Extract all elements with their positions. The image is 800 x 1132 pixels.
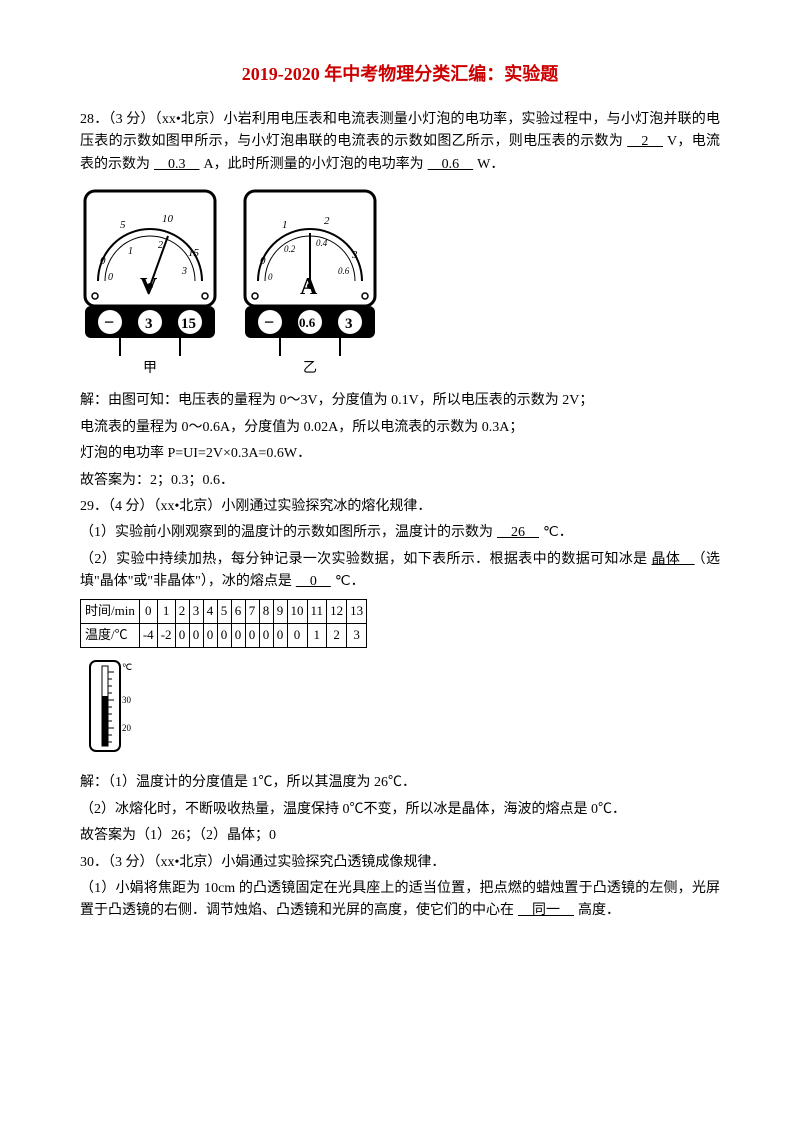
q28-solution-3: 灯泡的电功率 P=UI=2V×0.3A=0.6W． bbox=[80, 443, 720, 465]
svg-text:2: 2 bbox=[324, 215, 330, 227]
q29-p2-ans1: 晶体 bbox=[648, 552, 699, 567]
svg-text:0.6: 0.6 bbox=[299, 315, 316, 330]
q29-header: 29．（4 分）（xx•北京）小刚通过实验探究冰的熔化规律． bbox=[80, 496, 720, 518]
svg-text:0.2: 0.2 bbox=[284, 244, 296, 254]
voltmeter-label: 甲 bbox=[143, 358, 157, 380]
voltmeter-svg: 0 5 10 15 0 1 2 3 V − 3 1 bbox=[80, 186, 220, 356]
svg-text:−: − bbox=[264, 312, 274, 332]
q29-p2-ans2: 0 bbox=[292, 574, 335, 589]
svg-text:15: 15 bbox=[181, 316, 196, 332]
q29-solution-1: 解：（1）温度计的分度值是 1℃，所以其温度为 26℃． bbox=[80, 772, 720, 794]
q30-p1-pre: （1）小娟将焦距为 10cm 的凸透镜固定在光具座上的适当位置，把点燃的蜡烛置于… bbox=[80, 881, 720, 918]
svg-text:0: 0 bbox=[100, 255, 106, 267]
table-row-label: 时间/min bbox=[81, 600, 140, 624]
q28-ans1: 2 bbox=[623, 134, 667, 149]
svg-text:−: − bbox=[104, 312, 114, 332]
meters-figure: 0 5 10 15 0 1 2 3 V − 3 1 bbox=[80, 186, 720, 380]
q29-part1: （1）实验前小刚观察到的温度计的示数如图所示，温度计的示数为 26 ℃． bbox=[80, 522, 720, 544]
q29-p1-ans: 26 bbox=[493, 525, 543, 540]
q28-text: 28．（3 分）（xx•北京）小岩利用电压表和电流表测量小灯泡的电功率，实验过程… bbox=[80, 109, 720, 176]
q28-ans2: 0.3 bbox=[150, 157, 204, 172]
thermometer-svg: ℃ 30 20 bbox=[80, 656, 140, 756]
q30-p1-ans: 同一 bbox=[514, 903, 578, 918]
q29-solution-2: （2）冰熔化时，不断吸收热量，温度保持 0℃不变，所以冰是晶体，海波的熔点是 0… bbox=[80, 799, 720, 821]
q29-table: 时间/min 0 1 2 3 4 5 6 7 8 9 10 11 12 13 温… bbox=[80, 599, 367, 648]
q30-part1: （1）小娟将焦距为 10cm 的凸透镜固定在光具座上的适当位置，把点燃的蜡烛置于… bbox=[80, 878, 720, 923]
q29-p2-pre: （2）实验中持续加热，每分钟记录一次实验数据，如下表所示．根据表中的数据可知冰是 bbox=[80, 552, 648, 567]
q29-p2-post: ℃． bbox=[335, 574, 365, 589]
svg-text:15: 15 bbox=[188, 247, 200, 259]
table-row: 时间/min 0 1 2 3 4 5 6 7 8 9 10 11 12 13 bbox=[81, 600, 367, 624]
q28-solution-2: 电流表的量程为 0～0.6A，分度值为 0.02A，所以电流表的示数为 0.3A… bbox=[80, 417, 720, 439]
svg-text:20: 20 bbox=[122, 723, 132, 733]
ammeter-label: 乙 bbox=[303, 358, 317, 380]
q29-p1-pre: （1）实验前小刚观察到的温度计的示数如图所示，温度计的示数为 bbox=[80, 525, 493, 540]
q28-mid2: A，此时所测量的小灯泡的电功率为 bbox=[204, 157, 424, 172]
svg-text:30: 30 bbox=[122, 695, 132, 705]
svg-text:0.4: 0.4 bbox=[316, 238, 328, 248]
q29-part2: （2）实验中持续加热，每分钟记录一次实验数据，如下表所示．根据表中的数据可知冰是… bbox=[80, 549, 720, 594]
svg-text:1: 1 bbox=[282, 219, 288, 231]
table-row-label: 温度/℃ bbox=[81, 624, 140, 648]
svg-text:0: 0 bbox=[108, 272, 113, 283]
ammeter-svg: 0 1 2 3 0 0.2 0.4 0.6 A − 0.6 3 bbox=[240, 186, 380, 356]
voltmeter-container: 0 5 10 15 0 1 2 3 V − 3 1 bbox=[80, 186, 220, 380]
q30-header: 30．（3 分）（xx•北京）小娟通过实验探究凸透镜成像规律． bbox=[80, 852, 720, 874]
q28-ans3: 0.6 bbox=[424, 157, 478, 172]
svg-text:1: 1 bbox=[128, 246, 133, 257]
svg-text:3: 3 bbox=[181, 266, 187, 277]
table-row: 温度/℃ -4 -2 0 0 0 0 0 0 0 0 0 1 2 3 bbox=[81, 624, 367, 648]
q28-tail: W． bbox=[477, 157, 504, 172]
svg-text:0.6: 0.6 bbox=[338, 266, 350, 276]
svg-text:10: 10 bbox=[162, 213, 174, 225]
thermometer-figure: ℃ 30 20 bbox=[80, 656, 720, 764]
title-text: 2019-2020 年中考物理分类汇编：实验题 bbox=[242, 64, 559, 84]
svg-text:0: 0 bbox=[260, 255, 266, 267]
svg-text:0: 0 bbox=[268, 272, 273, 282]
ammeter-container: 0 1 2 3 0 0.2 0.4 0.6 A − 0.6 3 乙 bbox=[240, 186, 380, 380]
q29-solution-3: 故答案为（1）26；（2）晶体；0 bbox=[80, 825, 720, 847]
svg-text:3: 3 bbox=[345, 316, 353, 332]
q30-p1-post: 高度． bbox=[578, 903, 620, 918]
svg-text:3: 3 bbox=[351, 249, 358, 261]
svg-text:5: 5 bbox=[120, 219, 126, 231]
svg-text:3: 3 bbox=[145, 316, 153, 332]
svg-text:℃: ℃ bbox=[122, 662, 132, 672]
page-title: 2019-2020 年中考物理分类汇编：实验题 bbox=[80, 60, 720, 89]
q28-solution-1: 解：由图可知：电压表的量程为 0～3V，分度值为 0.1V，所以电压表的示数为 … bbox=[80, 390, 720, 412]
q29-p1-post: ℃． bbox=[543, 525, 573, 540]
q28-solution-4: 故答案为：2；0.3；0.6． bbox=[80, 470, 720, 492]
